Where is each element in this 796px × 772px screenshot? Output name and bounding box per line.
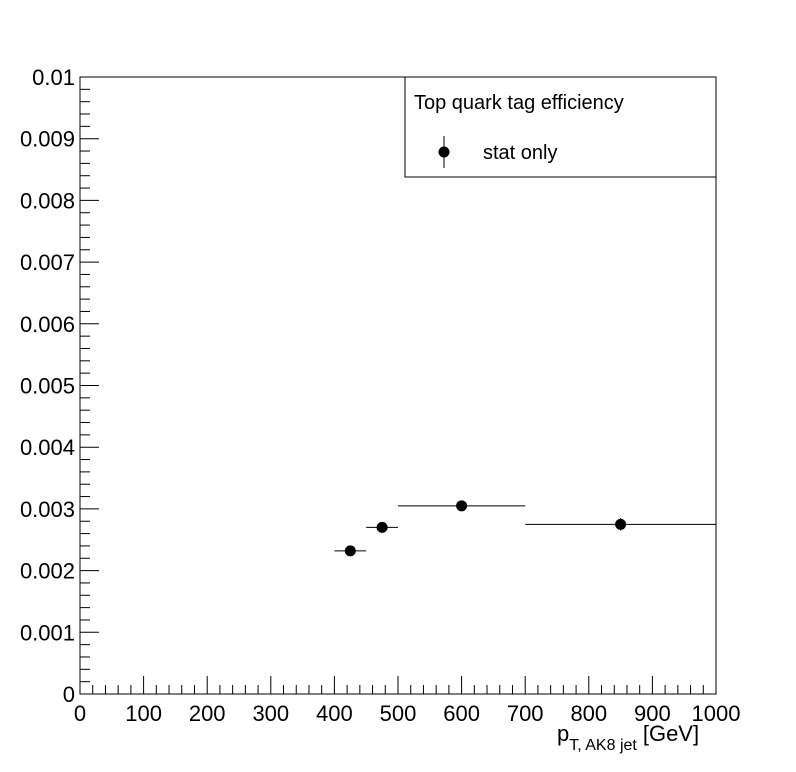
data-marker bbox=[344, 545, 356, 557]
data-point bbox=[525, 518, 716, 531]
y-tick-label: 0.006 bbox=[20, 312, 75, 337]
legend: Top quark tag efficiency stat only bbox=[404, 76, 717, 178]
legend-entry-stat-only: stat only bbox=[483, 142, 557, 164]
y-tick-label: 0.008 bbox=[20, 188, 75, 213]
y-tick-label: 0.004 bbox=[20, 435, 75, 460]
data-point bbox=[334, 545, 367, 557]
y-tick-label: 0 bbox=[63, 682, 75, 707]
data-marker bbox=[376, 521, 388, 533]
x-tick-label: 400 bbox=[316, 701, 353, 726]
x-tick-label: 800 bbox=[570, 701, 607, 726]
data-marker bbox=[456, 500, 468, 512]
x-tick-label: 100 bbox=[125, 701, 162, 726]
y-axis-tick-labels: 0 0.001 0.002 0.003 0.004 0.005 0.006 0.007 0.00… bbox=[20, 65, 75, 707]
x-tick-label: 500 bbox=[380, 701, 417, 726]
x-tick-label: 200 bbox=[189, 701, 226, 726]
x-tick-label: 600 bbox=[443, 701, 480, 726]
x-axis-label: pT, AK8 jet [GeV] bbox=[557, 721, 699, 754]
data-marker bbox=[615, 518, 627, 530]
data-point bbox=[398, 500, 526, 512]
y-tick-label: 0.001 bbox=[20, 620, 75, 645]
x-axis-label-main: p bbox=[557, 721, 569, 746]
legend-marker bbox=[438, 146, 450, 158]
y-tick-label: 0.002 bbox=[20, 559, 75, 584]
y-tick-label: 0.003 bbox=[20, 497, 75, 522]
x-axis-tick-labels: 0 100 200 300 400 500 600 700 800 900 1000 bbox=[74, 701, 741, 726]
x-tick-label: 0 bbox=[74, 701, 86, 726]
legend-title: Top quark tag efficiency bbox=[414, 92, 624, 114]
y-tick-label: 0.01 bbox=[32, 65, 75, 90]
x-axis-ticks bbox=[79, 676, 717, 694]
y-tick-label: 0.009 bbox=[20, 127, 75, 152]
x-tick-label: 700 bbox=[507, 701, 544, 726]
data-points bbox=[334, 500, 716, 557]
y-axis-ticks bbox=[80, 76, 99, 695]
x-tick-label: 300 bbox=[252, 701, 289, 726]
x-tick-label: 1000 bbox=[692, 701, 741, 726]
y-tick-label: 0.005 bbox=[20, 374, 75, 399]
data-point bbox=[366, 521, 398, 533]
x-axis-label-subscript: T, AK8 jet bbox=[569, 737, 637, 754]
x-axis-label-unit: [GeV] bbox=[643, 721, 699, 746]
y-tick-label: 0.007 bbox=[20, 250, 75, 275]
legend-box bbox=[404, 76, 717, 178]
x-tick-label: 900 bbox=[634, 701, 671, 726]
